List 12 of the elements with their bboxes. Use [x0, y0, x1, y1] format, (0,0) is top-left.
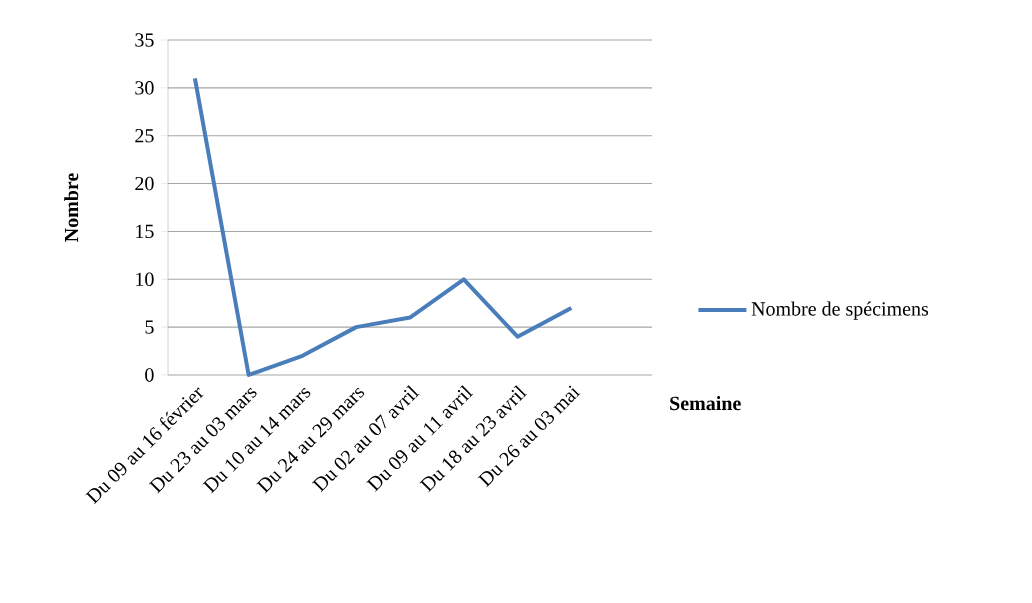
y-tick-label: 5 — [145, 320, 154, 334]
y-tick-label: 35 — [135, 33, 154, 47]
line-series — [192, 76, 574, 377]
y-tick-label: 0 — [145, 368, 154, 382]
y-tick-label: 20 — [135, 176, 154, 191]
y-tick-label: 30 — [135, 81, 154, 95]
y-tick-label: 25 — [135, 129, 154, 143]
x-axis-title: Semaine — [670, 396, 741, 411]
y-axis-title: Nombre — [64, 173, 79, 242]
y-tick-label: 10 — [136, 272, 154, 287]
y-tick-label: 15 — [136, 224, 154, 239]
legend-label: Nombre de spécimens — [751, 301, 929, 320]
